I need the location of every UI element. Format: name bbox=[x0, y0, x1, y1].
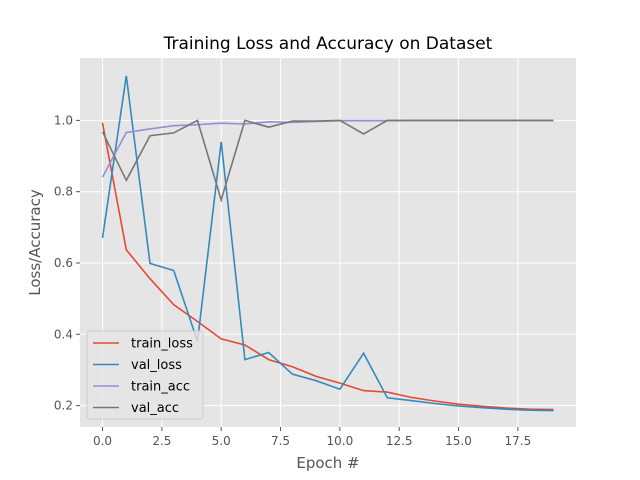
legend: train_loss val_loss train_acc val_acc bbox=[86, 330, 204, 420]
x-axis-ticks: 0.0 2.5 5.0 7.5 10.0 12.5 15.0 17.5 bbox=[93, 427, 531, 448]
y-tick-label: 0.2 bbox=[54, 399, 73, 413]
legend-label: val_acc bbox=[131, 401, 179, 416]
y-tick-label: 0.8 bbox=[54, 185, 73, 199]
chart-title: Training Loss and Accuracy on Dataset bbox=[163, 34, 493, 54]
legend-box bbox=[86, 330, 204, 420]
series-line-val-loss bbox=[101, 75, 554, 412]
legend-label: train_loss bbox=[131, 337, 193, 352]
series-lines bbox=[101, 75, 554, 412]
x-tick-label: 17.5 bbox=[504, 434, 531, 448]
y-tick-label: 0.4 bbox=[54, 327, 73, 341]
series-line-train-loss bbox=[101, 122, 554, 411]
grid bbox=[80, 58, 576, 427]
legend-label: train_acc bbox=[131, 380, 190, 395]
x-tick-label: 15.0 bbox=[445, 434, 472, 448]
x-tick-label: 0.0 bbox=[93, 434, 112, 448]
x-tick-label: 7.5 bbox=[271, 434, 290, 448]
y-axis-label: Loss/Accuracy bbox=[26, 189, 44, 296]
x-axis-label: Epoch # bbox=[296, 454, 359, 472]
y-tick-label: 1.0 bbox=[54, 113, 73, 127]
x-tick-label: 10.0 bbox=[327, 434, 354, 448]
y-tick-label: 0.6 bbox=[54, 256, 73, 270]
x-tick-label: 2.5 bbox=[152, 434, 171, 448]
y-axis-ticks: 0.2 0.4 0.6 0.8 1.0 bbox=[54, 113, 80, 413]
x-tick-label: 12.5 bbox=[386, 434, 413, 448]
x-tick-label: 5.0 bbox=[212, 434, 231, 448]
legend-label: val_loss bbox=[131, 358, 182, 373]
series-line-val-acc bbox=[101, 119, 554, 203]
